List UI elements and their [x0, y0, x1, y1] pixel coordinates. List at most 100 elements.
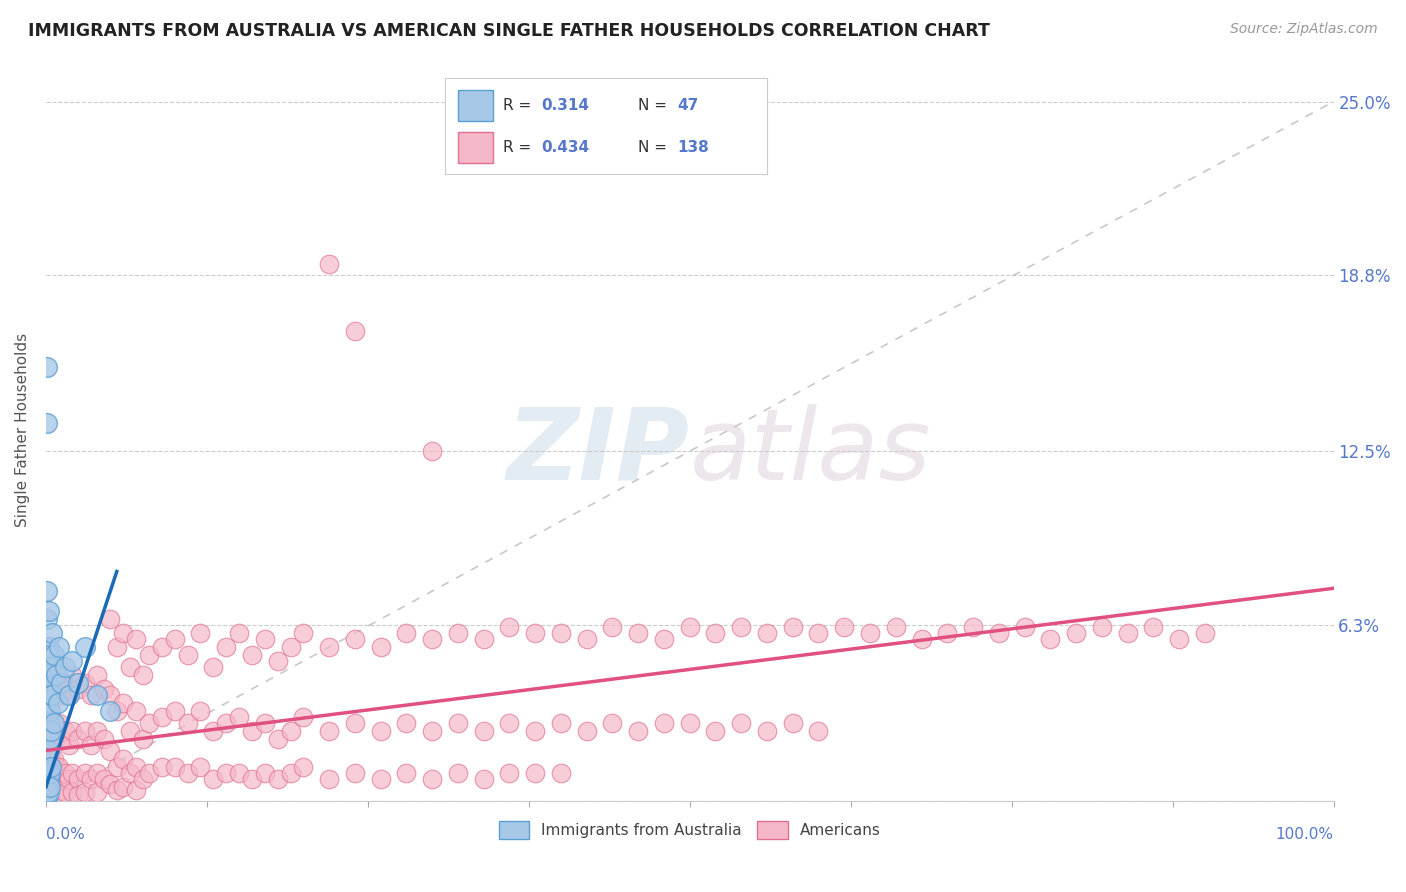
- Point: [447, 765, 470, 780]
- Point: [37, 715, 59, 730]
- Point: [280, 640, 302, 654]
- Point: [98, 743, 121, 757]
- Point: [550, 765, 572, 780]
- Point: [93, 732, 115, 747]
- Point: [80, 772, 103, 786]
- Point: [125, 760, 148, 774]
- Point: [163, 760, 186, 774]
- Point: [176, 648, 198, 663]
- Point: [472, 632, 495, 646]
- Point: [292, 760, 315, 774]
- Point: [679, 715, 702, 730]
- Point: [280, 723, 302, 738]
- Point: [41, 688, 63, 702]
- Point: [395, 765, 418, 780]
- Point: [38, 704, 60, 718]
- Point: [498, 715, 520, 730]
- Point: [37, 743, 59, 757]
- Point: [131, 772, 153, 786]
- Point: [44, 732, 66, 747]
- Point: [86, 785, 108, 799]
- Point: [37, 668, 59, 682]
- Point: [1142, 620, 1164, 634]
- Point: [53, 785, 76, 799]
- Point: [73, 640, 96, 654]
- Point: [58, 688, 80, 702]
- Point: [39, 676, 62, 690]
- Point: [37, 782, 59, 797]
- Point: [105, 640, 128, 654]
- Point: [112, 780, 135, 794]
- Point: [498, 765, 520, 780]
- Point: [125, 632, 148, 646]
- Point: [318, 640, 340, 654]
- Point: [524, 723, 547, 738]
- Point: [318, 257, 340, 271]
- Point: [267, 732, 290, 747]
- Point: [38, 780, 60, 794]
- Point: [472, 772, 495, 786]
- Point: [343, 632, 366, 646]
- Point: [48, 760, 70, 774]
- Point: [343, 765, 366, 780]
- Point: [73, 765, 96, 780]
- Point: [60, 785, 83, 799]
- Point: [41, 723, 63, 738]
- Point: [420, 632, 443, 646]
- Point: [37, 772, 59, 786]
- Point: [48, 640, 70, 654]
- Point: [498, 620, 520, 634]
- Point: [38, 743, 60, 757]
- Point: [38, 791, 60, 805]
- Point: [38, 668, 60, 682]
- Point: [1168, 632, 1191, 646]
- Point: [42, 715, 65, 730]
- Point: [176, 765, 198, 780]
- Point: [46, 696, 69, 710]
- Point: [105, 760, 128, 774]
- Point: [60, 668, 83, 682]
- Point: [447, 715, 470, 730]
- Point: [37, 640, 59, 654]
- Point: [447, 626, 470, 640]
- Point: [41, 688, 63, 702]
- Point: [627, 723, 650, 738]
- Point: [38, 791, 60, 805]
- Point: [60, 765, 83, 780]
- Point: [343, 324, 366, 338]
- Point: [67, 772, 90, 786]
- Point: [190, 760, 212, 774]
- Point: [859, 626, 882, 640]
- Point: [93, 681, 115, 696]
- Point: [44, 688, 66, 702]
- Point: [550, 715, 572, 730]
- Point: [60, 723, 83, 738]
- Point: [38, 704, 60, 718]
- Point: [51, 772, 73, 786]
- Point: [343, 715, 366, 730]
- Point: [38, 780, 60, 794]
- Point: [215, 715, 238, 730]
- Point: [37, 360, 59, 375]
- Y-axis label: Single Father Households: Single Father Households: [15, 334, 30, 527]
- Point: [37, 696, 59, 710]
- Point: [253, 632, 276, 646]
- Point: [41, 791, 63, 805]
- Text: 0.0%: 0.0%: [46, 827, 84, 842]
- Point: [39, 760, 62, 774]
- Point: [202, 772, 225, 786]
- Point: [48, 782, 70, 797]
- Point: [37, 584, 59, 599]
- Point: [38, 743, 60, 757]
- Point: [58, 688, 80, 702]
- Point: [190, 704, 212, 718]
- Point: [39, 688, 62, 702]
- Point: [987, 626, 1010, 640]
- Point: [118, 723, 141, 738]
- Point: [782, 715, 804, 730]
- Point: [267, 654, 290, 668]
- Point: [38, 732, 60, 747]
- Point: [240, 723, 263, 738]
- Point: [679, 620, 702, 634]
- Point: [652, 632, 675, 646]
